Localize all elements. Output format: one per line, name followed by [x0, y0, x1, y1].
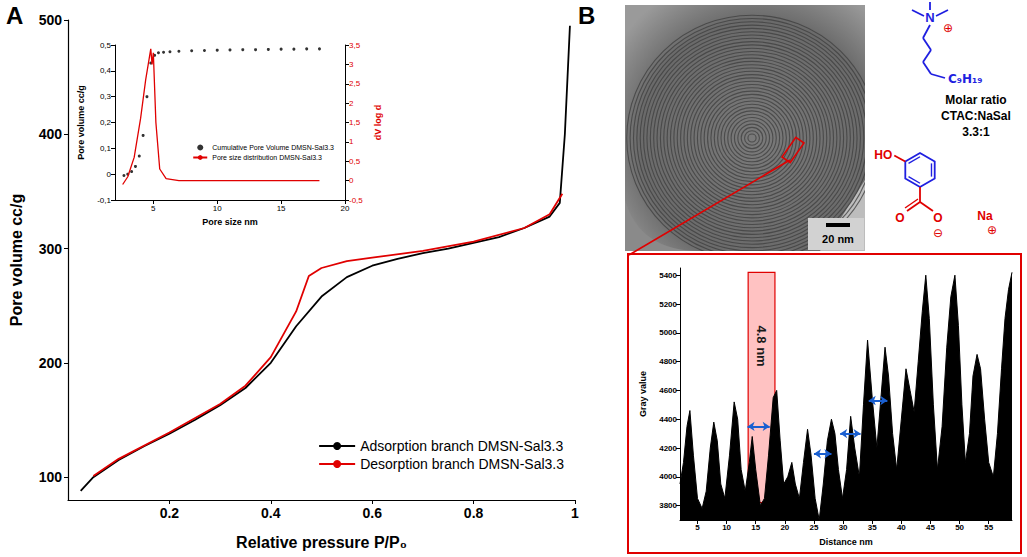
svg-text:1: 1 — [571, 505, 579, 521]
svg-text:C₉H₁₉: C₉H₁₉ — [948, 72, 983, 86]
svg-text:1: 1 — [349, 137, 354, 146]
svg-text:-0,1: -0,1 — [97, 196, 111, 205]
svg-text:4.8 nm: 4.8 nm — [754, 325, 769, 366]
svg-text:Pore size nm: Pore size nm — [202, 217, 258, 227]
svg-text:Pore size distribution DMSN-Sa: Pore size distribution DMSN-Sal3.3 — [212, 154, 322, 161]
svg-text:0,2: 0,2 — [100, 118, 112, 127]
svg-text:4200: 4200 — [659, 444, 677, 453]
svg-text:4000: 4000 — [659, 472, 677, 481]
svg-text:⊖: ⊖ — [933, 226, 943, 240]
svg-text:Distance nm: Distance nm — [819, 537, 873, 547]
svg-text:200: 200 — [39, 355, 63, 371]
svg-text:0,3: 0,3 — [100, 92, 112, 101]
svg-text:100: 100 — [39, 469, 63, 485]
svg-text:25: 25 — [810, 523, 819, 532]
svg-text:300: 300 — [39, 241, 63, 257]
svg-text:55: 55 — [984, 523, 993, 532]
svg-text:15: 15 — [277, 204, 286, 213]
svg-text:5: 5 — [151, 204, 156, 213]
svg-text:15: 15 — [751, 523, 760, 532]
svg-text:3: 3 — [349, 60, 354, 69]
svg-text:0: 0 — [107, 170, 112, 179]
svg-text:40: 40 — [897, 523, 906, 532]
svg-text:Adsorption branch DMSN-Sal3.3: Adsorption branch DMSN-Sal3.3 — [360, 438, 563, 454]
svg-text:5000: 5000 — [659, 328, 677, 337]
svg-text:5400: 5400 — [659, 271, 677, 280]
svg-text:20: 20 — [341, 204, 350, 213]
svg-text:2: 2 — [349, 99, 354, 108]
svg-text:Desorption branch DMSN-Sal3.3: Desorption branch DMSN-Sal3.3 — [360, 456, 564, 472]
svg-text:35: 35 — [868, 523, 877, 532]
svg-text:HO: HO — [874, 148, 892, 162]
svg-text:B: B — [578, 2, 595, 29]
svg-text:500: 500 — [39, 12, 63, 28]
svg-text:3,5: 3,5 — [349, 41, 361, 50]
svg-text:0,5: 0,5 — [100, 41, 112, 50]
svg-text:0.8: 0.8 — [464, 505, 484, 521]
svg-text:3.3:1: 3.3:1 — [962, 125, 990, 139]
svg-text:5: 5 — [695, 523, 700, 532]
svg-text:50: 50 — [955, 523, 964, 532]
svg-text:0: 0 — [349, 176, 354, 185]
svg-text:4600: 4600 — [659, 386, 677, 395]
svg-text:20 nm: 20 nm — [822, 233, 854, 245]
svg-text:Pore volume cc/g: Pore volume cc/g — [8, 194, 25, 327]
svg-text:10: 10 — [213, 204, 222, 213]
svg-text:0,4: 0,4 — [100, 66, 112, 75]
svg-text:4400: 4400 — [659, 415, 677, 424]
svg-text:A: A — [6, 2, 23, 29]
svg-text:45: 45 — [926, 523, 935, 532]
svg-text:dV log d: dV log d — [373, 105, 383, 141]
svg-text:-0,5: -0,5 — [349, 196, 363, 205]
svg-text:Cumulative Pore Volume DMSN-Sa: Cumulative Pore Volume DMSN-Sal3.3 — [212, 144, 334, 151]
svg-text:Molar ratio: Molar ratio — [945, 93, 1006, 107]
svg-text:3800: 3800 — [659, 501, 677, 510]
svg-text:0,5: 0,5 — [349, 157, 361, 166]
svg-text:4800: 4800 — [659, 357, 677, 366]
svg-text:Na: Na — [977, 209, 993, 223]
svg-text:0.2: 0.2 — [160, 505, 180, 521]
svg-text:1,5: 1,5 — [349, 118, 361, 127]
svg-text:Gray value: Gray value — [638, 371, 648, 417]
svg-text:⊕: ⊕ — [943, 21, 953, 35]
svg-text:N: N — [925, 10, 934, 25]
svg-text:0.4: 0.4 — [261, 505, 281, 521]
svg-text:0.6: 0.6 — [362, 505, 382, 521]
svg-text:O: O — [933, 211, 942, 225]
svg-text:0,1: 0,1 — [100, 144, 112, 153]
svg-text:Relative pressure P/P₀: Relative pressure P/P₀ — [236, 534, 407, 551]
svg-text:400: 400 — [39, 126, 63, 142]
svg-text:2,5: 2,5 — [349, 79, 361, 88]
svg-text:10: 10 — [722, 523, 731, 532]
svg-text:CTAC:NaSal: CTAC:NaSal — [941, 109, 1011, 123]
svg-text:Pore volume cc/g: Pore volume cc/g — [76, 85, 86, 160]
svg-text:20: 20 — [780, 523, 789, 532]
svg-text:30: 30 — [839, 523, 848, 532]
svg-text:O: O — [895, 211, 904, 225]
svg-text:5200: 5200 — [659, 300, 677, 309]
svg-text:⊕: ⊕ — [987, 223, 997, 237]
